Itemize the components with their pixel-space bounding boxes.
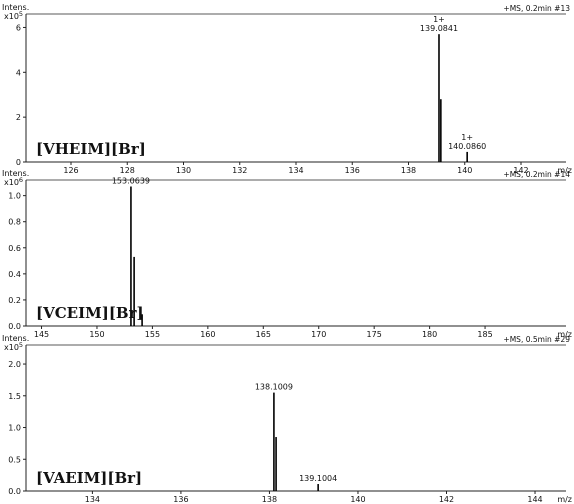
y-tick-label: 1.0 [8,192,21,201]
x-axis-title: m/z [557,330,572,339]
scan-info: +MS, 0.5min #29 [503,335,570,344]
peak-charge-label: 1+ [433,15,445,24]
x-axis-title: m/z [557,495,572,504]
x-tick-label: 150 [89,330,104,339]
peak-mz-label: 153.0639 [112,177,150,186]
x-tick-label: 136 [173,495,188,504]
y-tick-label: 1.5 [8,392,21,401]
compound-label: [VHEIM][Br] [36,140,146,158]
y-tick-label: 0.2 [8,296,21,305]
x-tick-label: 138 [262,495,277,504]
y-axis-title: Intens. [2,334,29,343]
scan-info: +MS, 0.2min #13 [503,4,570,13]
spectrum-panel-3: Intens.x105 +MS, 0.5min #29 0.0 0.5 1.0 1.5 2.… [2,334,572,504]
x-tick-label: 132 [232,166,247,175]
y-tick-label: 2 [16,113,21,122]
y-axis-title: Intens. [2,3,29,12]
x-tick-label: 142 [513,166,528,175]
x-tick-label: 144 [527,495,542,504]
y-tick-label: 2.0 [8,360,21,369]
y-tick-label: 0.5 [8,455,21,464]
compound-label: [VCEIM][Br] [36,304,144,322]
x-tick-label: 128 [120,166,135,175]
y-tick-label: 0.8 [8,218,21,227]
x-tick-label: 130 [176,166,191,175]
x-tick-label: 145 [34,330,49,339]
x-tick-label: 160 [200,330,215,339]
peak-mz-label: 139.1004 [299,474,337,483]
peak-mz-label: 139.0841 [420,24,458,33]
y-tick-label: 0.6 [8,244,21,253]
y-tick-label: 4 [16,68,21,77]
peak-charge-label: 1+ [461,133,473,142]
x-tick-label: 165 [256,330,271,339]
x-tick-label: 185 [477,330,492,339]
x-tick-label: 136 [345,166,360,175]
x-tick-label: 138 [401,166,416,175]
x-tick-label: 140 [350,495,365,504]
x-tick-label: 140 [457,166,472,175]
x-tick-label: 134 [288,166,303,175]
y-tick-label: 0.0 [8,487,21,496]
y-axis-title: Intens. [2,169,29,178]
x-tick-label: 134 [85,495,100,504]
compound-label: [VAEIM][Br] [36,469,142,487]
x-tick-label: 175 [367,330,382,339]
y-tick-label: 6 [16,23,21,32]
y-tick-label: 0.0 [8,322,21,331]
peak-mz-label: 140.0860 [448,142,486,151]
x-tick-label: 155 [145,330,160,339]
spectrum-panel-2: Intens.x106 +MS, 0.2min #14 0.0 0.2 0.4 0.6 0.… [2,169,572,339]
x-tick-label: 170 [311,330,326,339]
x-tick-label: 180 [422,330,437,339]
scan-info: +MS, 0.2min #14 [503,170,570,179]
x-tick-label: 126 [63,166,78,175]
y-axis-multiplier: x105 [4,341,23,352]
y-axis-multiplier: x105 [4,10,23,21]
y-tick-label: 0.4 [8,270,21,279]
y-axis-multiplier: x106 [4,176,23,187]
y-tick-label: 1.0 [8,424,21,433]
y-tick-label: 0 [16,158,21,167]
peak-mz-label: 138.1009 [255,383,293,392]
x-axis-title: m/z [557,166,572,175]
x-tick-label: 142 [439,495,454,504]
